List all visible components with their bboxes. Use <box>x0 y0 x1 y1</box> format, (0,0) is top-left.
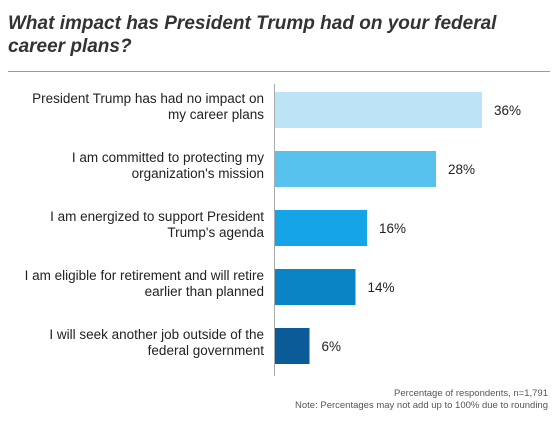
value-label-1: 28% <box>448 162 475 177</box>
title-divider <box>8 71 550 72</box>
footnote-sample: Percentage of respondents, n=1,791 <box>394 388 548 399</box>
category-label-2-line-1: Trump's agenda <box>167 225 264 240</box>
category-label-0-line-0: President Trump has had no impact on <box>32 91 264 106</box>
bar-1 <box>275 151 436 187</box>
value-label-3: 14% <box>368 280 395 295</box>
bar-group-2: I am energized to support PresidentTrump… <box>50 209 406 246</box>
footnotes: Percentage of respondents, n=1,791 Note:… <box>295 388 548 412</box>
bar-group-3: I am eligible for retirement and will re… <box>25 268 395 305</box>
bar-group-4: I will seek another job outside of thefe… <box>49 327 341 364</box>
value-label-4: 6% <box>322 339 342 354</box>
category-label-2-line-0: I am energized to support President <box>50 209 264 224</box>
category-label-4-line-0: I will seek another job outside of the <box>49 327 264 342</box>
bar-0 <box>275 92 482 128</box>
category-label-3-line-1: earlier than planned <box>145 284 264 299</box>
bar-4 <box>275 328 310 364</box>
category-label-1-line-1: organization's mission <box>132 166 264 181</box>
category-label-3-line-0: I am eligible for retirement and will re… <box>25 268 264 283</box>
bar-group-1: I am committed to protecting myorganizat… <box>72 150 475 187</box>
value-label-2: 16% <box>379 221 406 236</box>
bar-2 <box>275 210 367 246</box>
category-label-0-line-1: my career plans <box>168 107 264 122</box>
value-label-0: 36% <box>494 103 521 118</box>
category-label-4-line-1: federal government <box>148 343 265 358</box>
chart-title: What impact has President Trump had on y… <box>8 13 497 57</box>
footnote-rounding: Note: Percentages may not add up to 100%… <box>295 400 548 411</box>
category-label-1-line-0: I am committed to protecting my <box>72 150 264 165</box>
bar-3 <box>275 269 356 305</box>
